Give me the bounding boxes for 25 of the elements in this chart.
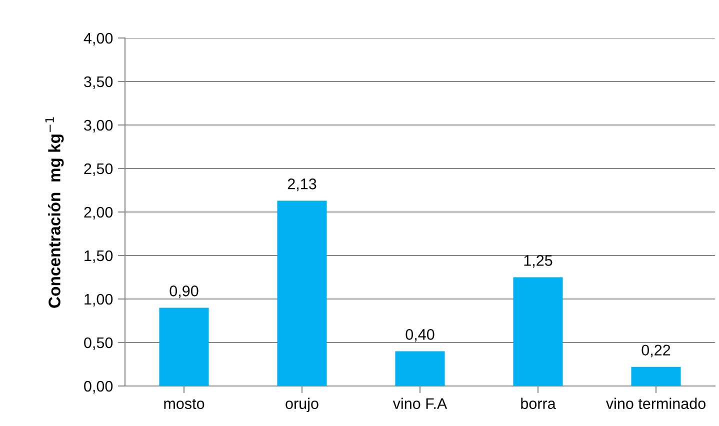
- y-tick-label: 3,50: [84, 76, 113, 89]
- y-tick-label: 0,00: [84, 380, 113, 394]
- y-tick-label: 1,50: [84, 250, 113, 263]
- data-label: 0,22: [642, 344, 670, 358]
- x-tick-label: borra: [521, 398, 556, 410]
- x-tick-label: vino F.A: [392, 398, 448, 410]
- y-axis-title: Concentración mg kg$^{−1}$: [45, 117, 64, 308]
- y-tick-label: 2,50: [84, 163, 113, 176]
- y-tick-label: 3,00: [84, 120, 113, 132]
- bar: [395, 351, 445, 386]
- bar: [513, 277, 563, 386]
- data-label: 0,90: [170, 286, 198, 298]
- data-label: 2,13: [288, 178, 316, 192]
- y-tick-label: 4,00: [84, 32, 113, 46]
- bar: [277, 200, 327, 386]
- x-tick-label: mosto: [164, 399, 204, 410]
- y-tick-label: 1,00: [84, 294, 113, 306]
- y-tick-label: 0,50: [84, 337, 113, 350]
- bar: [159, 308, 209, 386]
- data-label: 1,25: [524, 255, 552, 268]
- bar: [631, 366, 681, 386]
- data-label: 0,40: [406, 329, 434, 342]
- y-tick-label: 2,00: [84, 206, 113, 220]
- x-tick-label: orujo: [286, 398, 318, 412]
- x-tick-label: vino terminado: [606, 398, 706, 410]
